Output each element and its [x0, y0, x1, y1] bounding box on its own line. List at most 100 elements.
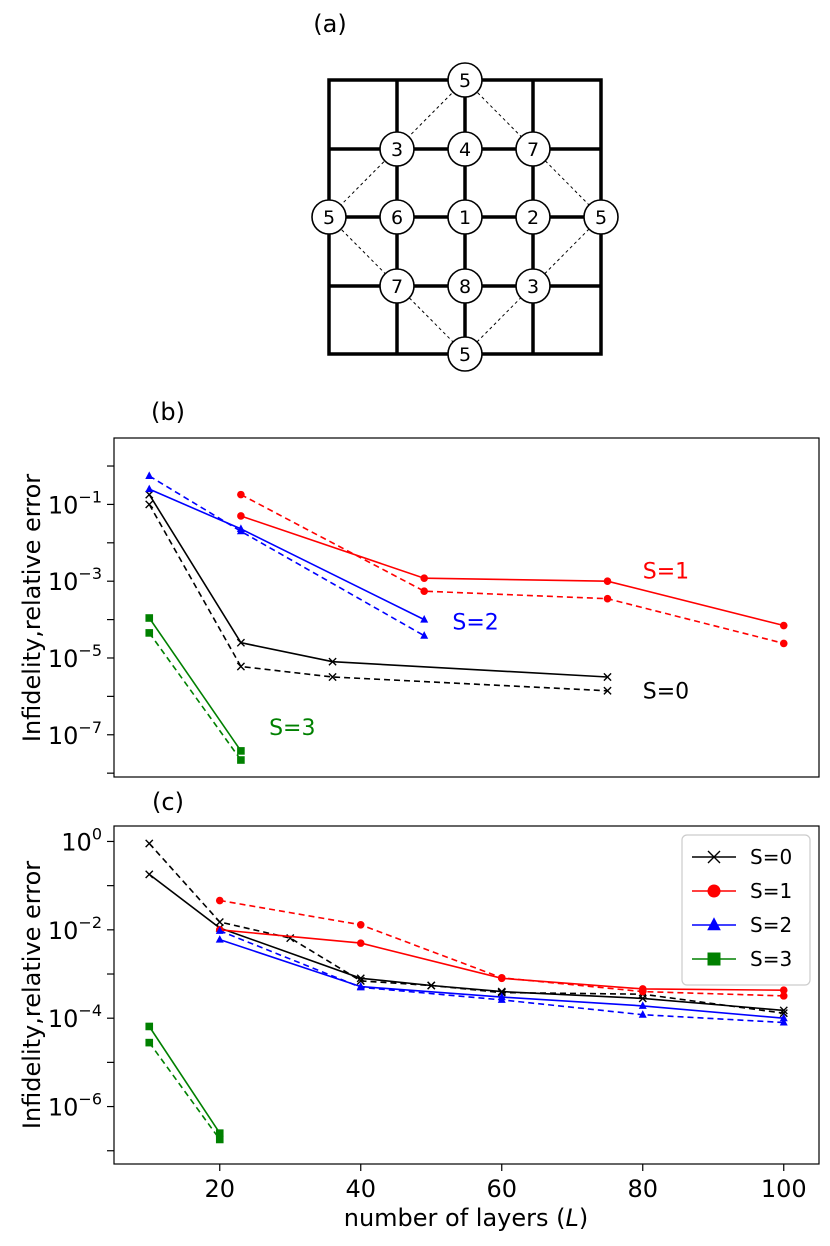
x-tick-label: 40 — [345, 1175, 376, 1203]
legend-marker — [707, 850, 721, 864]
lattice-node-label: 5 — [595, 207, 607, 229]
legend-label: S=2 — [750, 913, 792, 937]
x-tick-label: 60 — [486, 1175, 517, 1203]
series-S=3-solid — [148, 1026, 221, 1134]
lattice-node-label: 5 — [459, 344, 471, 366]
series-S=1-solid — [240, 515, 784, 627]
panel-b-ylabel: Infidelity,relative error — [18, 474, 46, 742]
x-tick-label: 100 — [761, 1175, 807, 1203]
legend-label: S=0 — [750, 845, 792, 869]
data-point — [145, 839, 154, 848]
lattice-node — [447, 131, 483, 167]
data-point — [420, 615, 429, 623]
data-point — [145, 629, 154, 637]
data-point — [420, 574, 429, 582]
lattice-diagram: 5 3 4 7 5 6 1 2 5 7 8 3 5 — [311, 62, 619, 372]
data-point — [145, 500, 154, 509]
data-point — [145, 471, 154, 480]
series-S=3-solid — [148, 617, 242, 752]
data-point — [356, 974, 365, 983]
legend-marker — [707, 952, 721, 966]
data-point — [145, 490, 154, 499]
lattice-node-label: 7 — [527, 139, 539, 161]
legend-label: S=3 — [750, 947, 792, 971]
panel-b-frame — [113, 437, 820, 778]
data-point — [237, 756, 245, 764]
data-point — [356, 920, 365, 929]
y-tick-label: 10−5 — [48, 641, 102, 673]
series-annotation: S=2 — [452, 611, 498, 636]
panel-c-frame — [113, 825, 820, 1165]
data-point — [236, 638, 245, 647]
lattice-node-label: 4 — [459, 139, 471, 161]
data-point — [237, 747, 245, 755]
x-tick-label: 80 — [627, 1175, 658, 1203]
lattice-node-label: 8 — [459, 276, 471, 298]
series-S=2-solid — [148, 488, 425, 621]
legend-marker — [707, 917, 721, 931]
data-point — [603, 686, 612, 695]
y-tick-label: 10−2 — [48, 913, 102, 945]
panel-a-label: (a) — [313, 10, 346, 38]
y-tick-label: 10−1 — [48, 487, 102, 519]
data-point — [237, 512, 245, 520]
data-point — [779, 1013, 788, 1022]
lattice-node — [515, 268, 551, 304]
data-point — [638, 985, 647, 993]
y-tick-label: 10−7 — [48, 718, 102, 750]
lattice-node — [379, 131, 415, 167]
data-point — [328, 657, 337, 666]
panel-c-plot — [145, 839, 788, 1144]
lattice-node-label: 7 — [391, 276, 403, 298]
series-S=2-dashed — [148, 475, 425, 637]
y-tick-label: 100 — [61, 824, 102, 856]
panel-c-label: (c) — [152, 788, 184, 816]
data-point — [356, 939, 365, 947]
data-point — [779, 1017, 788, 1026]
legend-label: S=1 — [750, 879, 792, 903]
lattice-node-label: 3 — [527, 276, 539, 298]
series-S=1-dashed — [240, 493, 784, 645]
lattice-node — [447, 336, 483, 372]
panel-b-label: (b) — [151, 398, 185, 426]
legend-marker — [707, 884, 721, 898]
data-point — [638, 994, 647, 1003]
panel-b-plot: S=1 S=2 S=0 S=3 — [145, 471, 788, 764]
data-point — [328, 672, 337, 682]
data-point — [145, 1022, 154, 1031]
data-point — [236, 662, 245, 671]
series-S=0-dashed — [148, 842, 784, 1014]
data-point — [420, 631, 429, 639]
lattice-node — [311, 199, 347, 235]
lattice-node — [447, 62, 483, 98]
data-point — [603, 594, 612, 603]
data-point — [497, 992, 506, 1001]
series-annotation: S=1 — [643, 559, 689, 584]
data-point — [603, 577, 612, 586]
series-S=0-dashed — [148, 504, 608, 692]
lattice-node-label: 6 — [391, 207, 403, 229]
x-tick-label: 20 — [204, 1175, 235, 1203]
data-point — [638, 1010, 647, 1018]
data-point — [638, 1001, 647, 1009]
data-point — [215, 935, 224, 943]
lattice-node-label: 1 — [459, 207, 471, 229]
data-point — [427, 981, 436, 990]
data-point — [215, 926, 224, 934]
data-point — [779, 992, 788, 1000]
y-tick-label: 10−4 — [48, 1001, 102, 1033]
data-point — [779, 986, 788, 995]
panel-c-axes: 100 10−2 10−4 10−6 20 40 60 80 100 — [48, 824, 807, 1203]
lattice-node-label: 5 — [459, 70, 471, 92]
lattice-node — [515, 199, 551, 235]
data-point — [145, 614, 154, 622]
lattice-node — [379, 199, 415, 235]
data-point — [215, 1135, 224, 1144]
data-point — [215, 917, 224, 927]
data-point — [145, 484, 154, 493]
series-annotation: S=0 — [643, 680, 689, 705]
data-point — [145, 1038, 154, 1047]
data-point — [603, 672, 612, 682]
data-point — [215, 1129, 224, 1137]
